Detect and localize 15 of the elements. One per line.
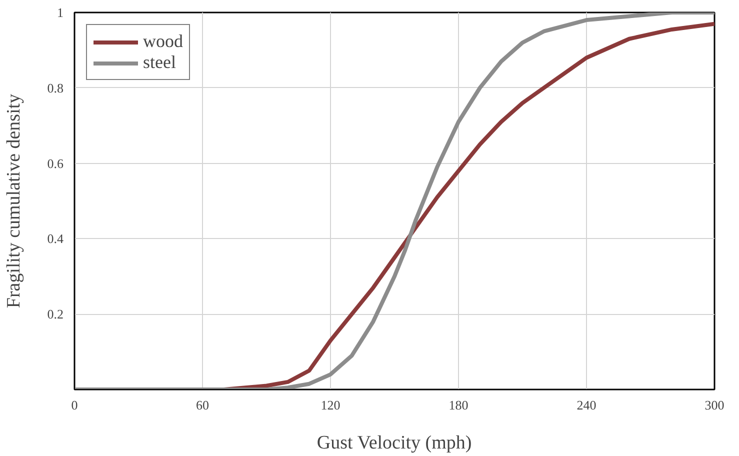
legend-label: steel — [143, 52, 176, 73]
y-tick-label: 0.6 — [47, 156, 64, 171]
legend-label: wood — [143, 31, 183, 52]
x-axis-title: Gust Velocity (mph) — [316, 432, 472, 454]
x-tick-label: 240 — [576, 398, 596, 412]
y-axis-title: Fragility cumulative density — [3, 93, 24, 308]
x-tick-label: 120 — [320, 398, 340, 412]
x-tick-label: 0 — [71, 398, 78, 412]
x-tick-label: 300 — [704, 398, 724, 412]
y-tick-label: 1 — [57, 5, 64, 20]
x-tick-label: 60 — [196, 398, 209, 412]
y-tick-label: 0.8 — [47, 80, 64, 96]
y-tick-label: 0.4 — [47, 231, 64, 246]
x-tick-label: 180 — [448, 398, 468, 412]
y-tick-label: 0.2 — [47, 306, 64, 322]
